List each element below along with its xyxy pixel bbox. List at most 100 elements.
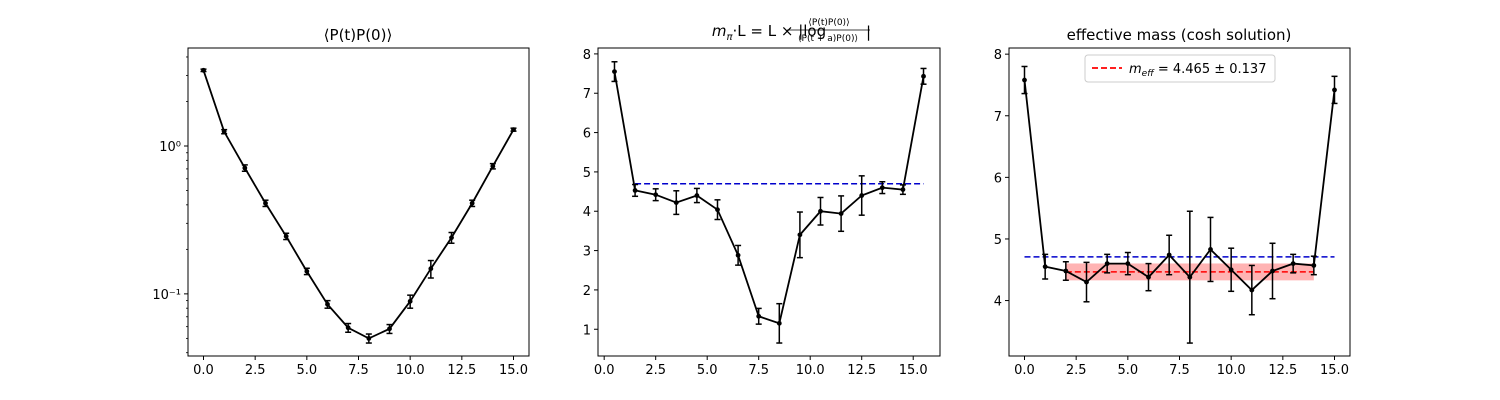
data-point	[469, 200, 475, 206]
data-point	[1311, 263, 1317, 268]
title-frac-den: ⟨P(t + a)P(0)⟩	[798, 34, 858, 44]
x-tick-label: 0.0	[1014, 363, 1035, 378]
x-tick-label: 12.5	[847, 363, 876, 378]
data-point	[1146, 274, 1151, 280]
x-tick-label: 2.5	[245, 363, 266, 378]
y-tick-label: 4	[994, 295, 1002, 310]
legend-label: meff = 4.465 ± 0.137	[1129, 62, 1266, 79]
x-tick-label: 5.0	[1117, 363, 1138, 378]
y-tick-label: 8	[583, 48, 591, 63]
data-point	[612, 69, 617, 75]
x-tick-label: 15.0	[499, 363, 528, 378]
y-tick-label: 10⁻¹	[152, 288, 181, 303]
data-point	[1104, 261, 1110, 266]
panel-1-frame	[187, 47, 530, 357]
data-point	[921, 73, 926, 79]
x-tick-label: 0.0	[594, 363, 615, 378]
data-point	[449, 235, 454, 241]
data-point	[735, 252, 741, 258]
data-point	[653, 192, 659, 198]
title-pi-sub: π	[726, 32, 733, 43]
data-point	[776, 320, 782, 326]
x-tick-label: 15.0	[899, 363, 928, 378]
legend-box	[1084, 54, 1276, 83]
data-point	[242, 165, 248, 171]
x-tick-label: 7.5	[748, 363, 769, 378]
x-tick-label: 10.0	[796, 363, 825, 378]
y-tick-label: 6	[583, 127, 591, 142]
data-point	[1125, 261, 1131, 266]
series-line	[202, 70, 515, 340]
data-point	[263, 200, 268, 206]
data-point	[221, 129, 227, 135]
data-point	[1332, 87, 1337, 93]
data-point	[818, 208, 823, 214]
data-point	[1022, 77, 1027, 83]
data-point	[490, 163, 496, 169]
data-point	[838, 211, 844, 217]
data-point	[859, 193, 865, 198]
data-point	[1063, 268, 1069, 274]
x-tick-label: 5.0	[697, 363, 718, 378]
panel-effective-mass: effective mass (cosh solution) 0.0 2.5 5.0…	[994, 26, 1351, 378]
x-tick-label: 2.5	[1066, 363, 1087, 378]
panel-2-title: mπ·L = L × |log	[712, 22, 826, 43]
panel-correlator: ⟨P(t)P(0)⟩ 0.0 2.5 5.0 7.5 10.0 12.5 15.0 10⁻¹ 1…	[152, 26, 530, 378]
data-point	[1166, 252, 1172, 258]
y-tick-label: 1	[583, 323, 591, 338]
x-tick-label: 7.5	[348, 363, 369, 378]
data-point	[1290, 261, 1296, 266]
legend: meff = 4.465 ± 0.137	[1084, 54, 1276, 83]
data-point	[1249, 287, 1255, 293]
data-point	[387, 326, 392, 332]
x-tick-label: 5.0	[296, 363, 317, 378]
x-tick-label: 7.5	[1169, 363, 1190, 378]
title-end-bar: |	[866, 23, 871, 41]
data-point	[1042, 264, 1048, 270]
y-tick-label: 7	[994, 110, 1002, 125]
title-m: m	[712, 22, 727, 40]
data-point	[632, 187, 638, 193]
panel-2-frame	[597, 47, 941, 357]
panel-3-title: effective mass (cosh solution)	[1067, 26, 1292, 44]
x-tick-label: 0.0	[193, 363, 214, 378]
data-point	[879, 185, 885, 191]
data-point	[715, 207, 720, 213]
panel-1-title: ⟨P(t)P(0)⟩	[324, 26, 393, 44]
data-point	[1270, 268, 1275, 274]
y-tick-label: 4	[583, 205, 591, 220]
data-point	[366, 335, 372, 341]
x-tick-label: 12.5	[447, 363, 476, 378]
data-point	[1228, 267, 1234, 273]
data-point	[1187, 274, 1193, 280]
data-point	[673, 200, 679, 205]
data-point	[428, 266, 434, 272]
data-point	[283, 233, 289, 239]
data-point	[797, 232, 803, 238]
data-point	[1208, 247, 1213, 252]
data-point	[325, 301, 330, 307]
x-tick-label: 10.0	[396, 363, 425, 378]
y-tick-label: 5	[994, 233, 1002, 248]
y-tick-label: 7	[583, 87, 591, 102]
y-tick-label: 6	[994, 171, 1002, 186]
data-point	[1084, 279, 1089, 285]
panel-mass-times-length: mπ·L = L × |log ⟨P(t)P(0)⟩ ⟨P(t + a)P(0)…	[583, 18, 941, 378]
data-point	[694, 193, 700, 198]
y-tick-label: 2	[583, 284, 591, 299]
x-tick-label: 12.5	[1268, 363, 1297, 378]
panel-3-frame	[1008, 47, 1351, 357]
data-point	[511, 127, 516, 133]
series-line	[1023, 79, 1336, 292]
x-tick-label: 10.0	[1217, 363, 1246, 378]
x-tick-label: 2.5	[645, 363, 666, 378]
y-tick-label: 8	[994, 48, 1002, 63]
data-point	[900, 187, 906, 193]
data-point	[304, 268, 310, 274]
data-point	[201, 67, 206, 73]
title-frac-num: ⟨P(t)P(0)⟩	[808, 18, 849, 28]
title-mid: ·L = L × |log	[733, 22, 827, 40]
data-point	[345, 325, 351, 331]
series-line	[613, 71, 925, 325]
